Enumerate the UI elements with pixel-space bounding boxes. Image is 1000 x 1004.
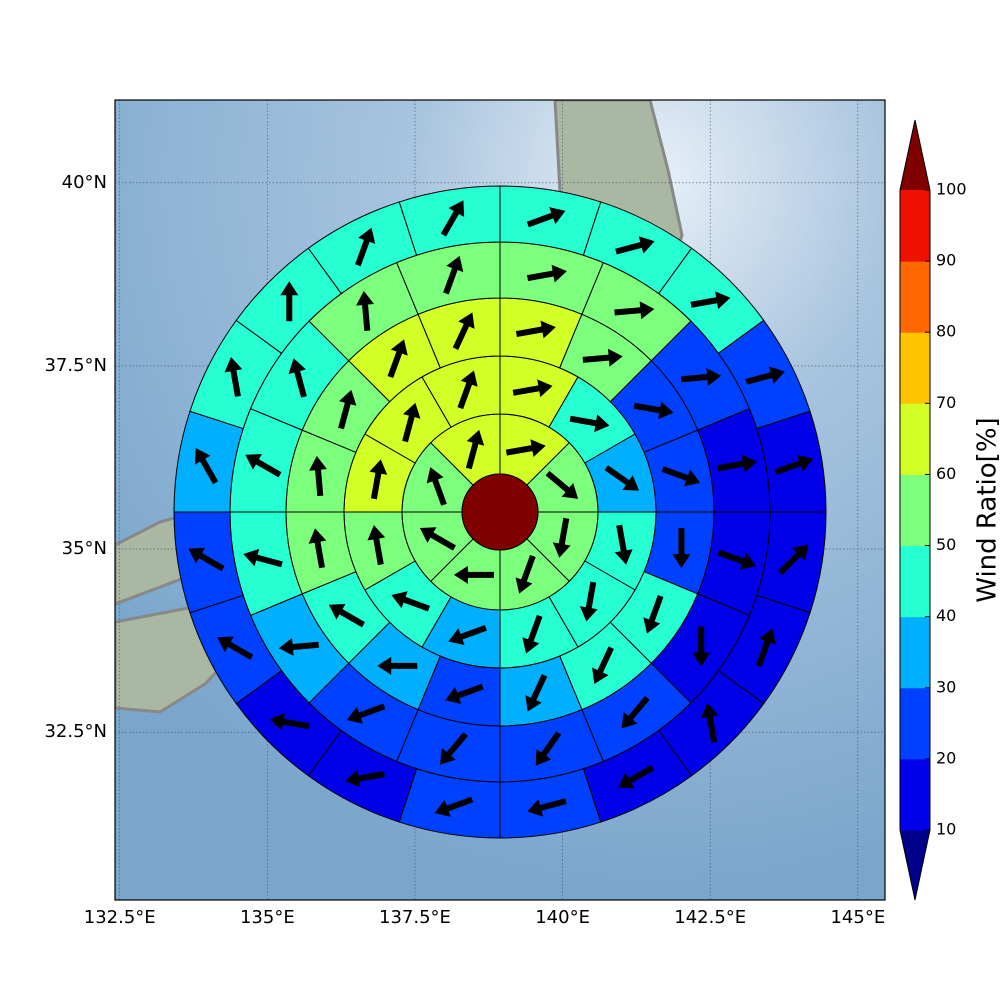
x-tick-label: 142.5°E [674,907,746,928]
colorbar-tick-label: 80 [936,322,956,341]
x-tick-label: 140°E [535,907,590,928]
colorbar-tick-label: 40 [936,606,956,625]
colorbar-tick-label: 90 [936,251,956,270]
y-tick-label: 40°N [62,172,107,193]
colorbar: Wind Ratio[%] 10 20 30 40 50 60 70 80 90 100 [900,120,1000,900]
colorbar-bin [900,546,930,618]
x-tick-label: 137.5°E [379,907,451,928]
x-tick-label: 145°E [830,907,885,928]
colorbar-bin [900,403,930,475]
y-tick-label: 37.5°N [44,355,107,376]
colorbar-under [900,830,930,900]
y-tick-label: 35°N [62,538,107,559]
colorbar-bin [900,332,930,404]
colorbar-label: Wind Ratio[%] [973,417,1000,602]
colorbar-bin [900,759,930,831]
colorbar-bin [900,617,930,689]
colorbar-tick-label: 50 [936,535,956,554]
x-tick-label: 132.5°E [84,907,156,928]
x-tick-label: 135°E [240,907,295,928]
colorbar-tick-label: 20 [936,748,956,767]
colorbar-tick-label: 60 [936,464,956,483]
colorbar-bin [900,688,930,760]
colorbar-bin [900,474,930,546]
center-disc [462,474,538,550]
y-tick-label: 32.5°N [44,721,107,742]
colorbar-bin [900,190,930,262]
colorbar-over [900,120,930,190]
colorbar-tick-label: 30 [936,677,956,696]
colorbar-tick-label: 70 [936,393,956,412]
colorbar-tick-label: 100 [936,180,967,199]
colorbar-bin [900,261,930,333]
colorbar-tick-label: 10 [936,820,956,839]
